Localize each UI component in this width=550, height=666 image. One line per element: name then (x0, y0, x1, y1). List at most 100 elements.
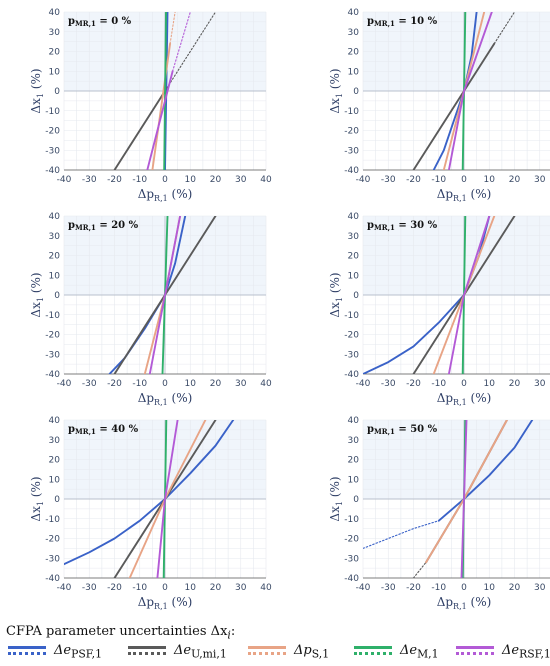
x-tick-label: 40 (260, 583, 272, 593)
y-tick-label: -20 (45, 127, 60, 137)
y-tick-label: 30 (348, 28, 360, 38)
x-tick-label: -20 (107, 583, 122, 593)
legend-swatch-dotted (128, 652, 166, 655)
x-tick-label: -10 (132, 583, 147, 593)
series-group (64, 420, 235, 578)
legend-swatch-solid (456, 646, 494, 649)
y-tick-label: 0 (54, 291, 60, 301)
panel-5: -40 -30 -20 -10 0 10 20 30 40 -40 -30 -20 -10 0 10 20 30… (29, 416, 272, 611)
x-tick-label: 0 (461, 379, 467, 389)
legend-label: ΔeU,mi,1 (174, 643, 227, 661)
y-tick-label: 0 (54, 495, 60, 505)
x-tick-label: 40 (260, 175, 272, 185)
x-tick-label: 30 (534, 583, 546, 593)
x-tick-label: 20 (210, 379, 222, 389)
x-tick-label: -10 (431, 175, 446, 185)
y-tick-label: 40 (49, 416, 61, 426)
y-tick-label: -40 (45, 370, 60, 380)
panel-title: pMR,1 = 10 % (367, 16, 438, 28)
y-axis-label: Δx1 (%) (328, 272, 344, 317)
x-tick-label: -40 (356, 175, 371, 185)
panel-1: -40 -30 -20 -10 0 10 20 30 40 -40 -30 -20 -10 0 10 20 30… (29, 8, 272, 203)
y-tick-label: -20 (45, 331, 60, 341)
y-tick-label: -20 (45, 535, 60, 545)
legend-swatch-solid (248, 646, 286, 649)
series-line-e-RSF (156, 420, 179, 578)
legend-label: ΔeM,1 (400, 643, 439, 661)
y-tick-label: 10 (49, 475, 61, 485)
series-line-e-RSF (146, 70, 174, 170)
series-group (363, 216, 516, 374)
x-tick-label: 0 (162, 379, 168, 389)
y-tick-label: -20 (344, 535, 359, 545)
y-tick-label: -20 (344, 331, 359, 341)
series-group (412, 12, 516, 170)
y-tick-label: 40 (348, 212, 360, 222)
y-tick-label: -20 (344, 127, 359, 137)
y-tick-label: 40 (348, 416, 360, 426)
y-tick-label: -40 (344, 370, 359, 380)
y-axis-label: Δx1 (%) (29, 68, 45, 113)
x-tick-label: -10 (132, 175, 147, 185)
panel-2: -40 -30 -20 -10 0 10 20 30 40 -40 -30 -20 -10 0 10 20 30… (328, 8, 550, 203)
x-tick-label: -20 (406, 379, 421, 389)
legend-swatch-solid (354, 646, 392, 649)
series-line-e-U-mi-dotted (164, 12, 217, 92)
x-tick-label: -40 (57, 175, 72, 185)
y-tick-label: 20 (348, 252, 360, 262)
x-tick-label: 0 (162, 175, 168, 185)
legend-swatch-dotted (248, 652, 286, 655)
panel-title: pMR,1 = 40 % (68, 424, 139, 436)
series-line-e-RSF (447, 12, 493, 170)
legend-title-sub: i (227, 628, 231, 642)
y-tick-label: 30 (348, 232, 360, 242)
y-axis-label: Δx1 (%) (29, 272, 45, 317)
y-tick-label: 30 (49, 232, 61, 242)
x-axis-label: ΔpR,1 (%) (138, 595, 193, 611)
y-tick-label: 10 (348, 475, 360, 485)
y-tick-label: 30 (49, 28, 61, 38)
x-tick-label: -20 (107, 175, 122, 185)
x-tick-label: -20 (406, 175, 421, 185)
x-tick-label: 10 (185, 379, 197, 389)
x-tick-label: -30 (381, 583, 396, 593)
series-line-e-PSF (432, 12, 478, 170)
x-tick-label: 10 (484, 583, 496, 593)
legend-title-text: CFPA parameter uncertainties Δx (6, 624, 228, 639)
y-tick-label: 30 (348, 436, 360, 446)
x-tick-label: 30 (235, 583, 247, 593)
series-line-e-PSF (64, 420, 235, 566)
x-axis-label: ΔpR,1 (%) (437, 391, 492, 407)
legend-swatch-dotted (456, 652, 494, 655)
series-line-e-U-mi (113, 90, 166, 170)
x-tick-label: -40 (356, 583, 371, 593)
x-tick-label: -30 (381, 175, 396, 185)
y-tick-label: 40 (348, 8, 360, 18)
series-line-e-M (163, 12, 167, 170)
y-tick-label: 0 (353, 87, 359, 97)
y-tick-label: 0 (54, 87, 60, 97)
x-tick-label: -10 (431, 583, 446, 593)
y-tick-label: -10 (344, 311, 359, 321)
x-tick-label: 10 (484, 379, 496, 389)
x-tick-label: -20 (406, 583, 421, 593)
legend: ΔePSF,1 ΔeU,mi,1 ΔpS,1 ΔeM,1 ΔeRSF,1 (0, 643, 550, 666)
y-tick-label: -10 (45, 311, 60, 321)
y-tick-label: -30 (344, 146, 359, 156)
y-axis-label: Δx1 (%) (328, 68, 344, 113)
x-tick-label: -40 (57, 583, 72, 593)
x-tick-label: 0 (461, 583, 467, 593)
x-tick-label: -40 (57, 379, 72, 389)
x-tick-label: -10 (431, 379, 446, 389)
y-tick-label: 30 (49, 436, 61, 446)
legend-swatch-dotted (8, 652, 46, 655)
x-tick-label: -30 (82, 583, 97, 593)
x-tick-label: 20 (509, 175, 521, 185)
series-line-p-S (151, 42, 172, 170)
x-tick-label: 40 (260, 379, 272, 389)
y-tick-label: -30 (344, 554, 359, 564)
x-tick-label: -30 (82, 379, 97, 389)
x-tick-label: -10 (132, 379, 147, 389)
y-tick-label: 40 (49, 8, 61, 18)
y-tick-label: -30 (45, 146, 60, 156)
